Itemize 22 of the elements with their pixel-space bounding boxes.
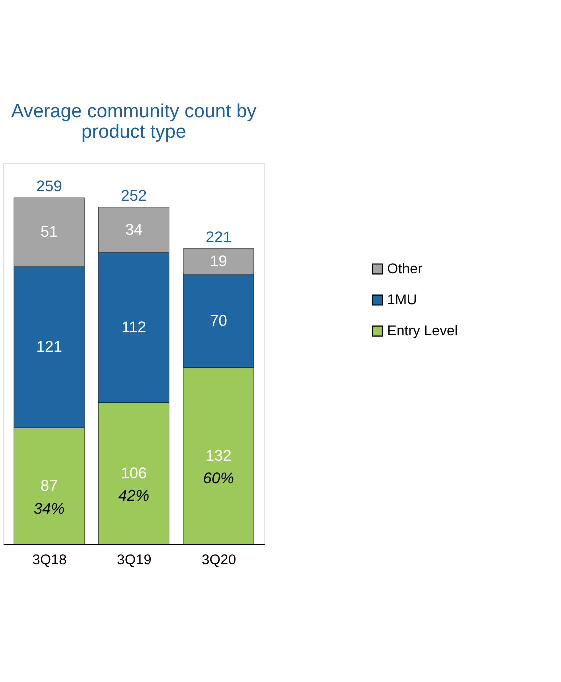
data-label: 132 — [206, 448, 232, 466]
annotation: 34% — [34, 500, 66, 518]
total-label: 221 — [206, 229, 232, 246]
total-label: 259 — [36, 178, 62, 196]
data-label: 70 — [210, 313, 228, 330]
x-tick-label: 3Q19 — [117, 552, 152, 568]
data-label: 121 — [36, 339, 62, 356]
data-label: 87 — [40, 478, 58, 496]
data-label: 34 — [125, 222, 144, 240]
legend-label: Other — [387, 260, 423, 276]
annotation: 42% — [118, 488, 150, 506]
total-label: 252 — [121, 188, 148, 206]
x-tick-label: 3Q18 — [32, 552, 68, 568]
legend-label: Entry Level — [387, 322, 458, 339]
x-tick-label: 3Q20 — [202, 552, 237, 568]
data-label: 51 — [40, 224, 58, 242]
data-label: 19 — [210, 253, 228, 270]
chart-title: Average community count by product type — [11, 102, 258, 143]
annotation: 60% — [203, 470, 234, 488]
data-label: 106 — [121, 465, 148, 482]
data-label: 112 — [122, 320, 146, 337]
legend-label: 1MU — [387, 292, 418, 308]
